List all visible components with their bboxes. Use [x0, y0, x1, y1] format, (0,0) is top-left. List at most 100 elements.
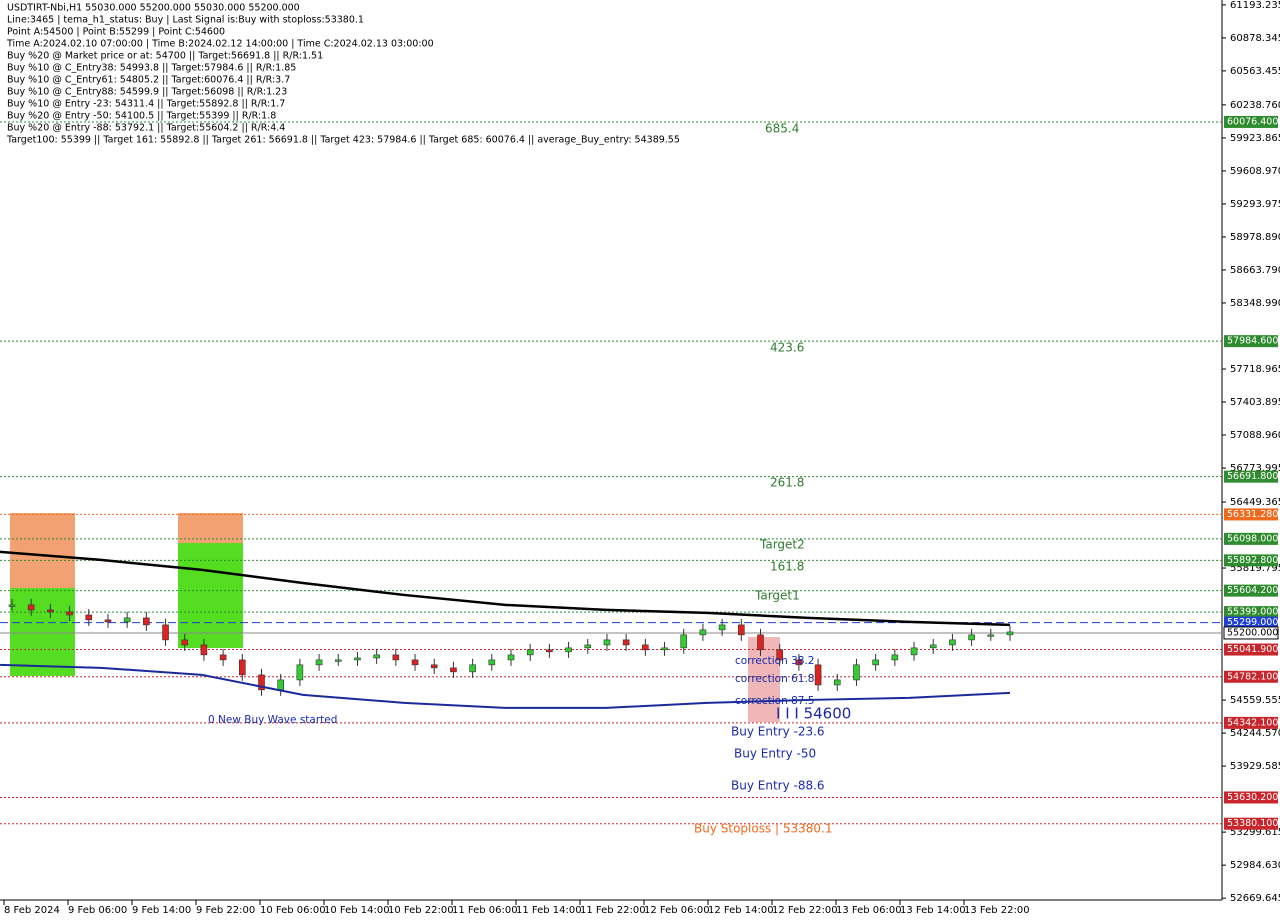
info-line: Buy %20 @ Entry -88: 53792.1 || Target:5…	[7, 123, 285, 134]
candle	[392, 654, 400, 661]
info-line: Buy %20 @ Market price or at: 54700 || T…	[7, 51, 323, 62]
annotation: Buy Entry -50	[734, 747, 816, 761]
x-tick-label: 8 Feb 2024	[4, 905, 60, 916]
level-label: 56691.800	[1227, 471, 1278, 482]
candle	[104, 619, 112, 623]
y-tick-label: 59293.975	[1230, 199, 1280, 210]
y-tick-label: 57403.895	[1230, 397, 1280, 408]
candle	[354, 657, 361, 661]
annotation: 261.8	[770, 476, 804, 490]
candle	[8, 604, 16, 607]
level-box	[1224, 606, 1278, 619]
x-tick-label: 9 Feb 22:00	[196, 905, 255, 916]
y-tick-label: 61193.235	[1230, 0, 1280, 11]
candle	[85, 614, 93, 621]
level-label: 56098.000	[1227, 533, 1278, 544]
candle	[833, 679, 841, 686]
zone	[10, 513, 75, 588]
x-tick-label: 11 Feb 14:00	[516, 905, 582, 916]
y-tick-label: 60238.760	[1230, 100, 1280, 111]
y-tick-label: 58348.990	[1230, 298, 1280, 309]
level-box	[1224, 554, 1278, 567]
annotation: Buy Stoploss | 53380.1	[694, 822, 833, 836]
x-tick-label: 9 Feb 14:00	[132, 905, 191, 916]
annotation: Buy Entry -23.6	[731, 725, 825, 739]
x-tick-label: 12 Feb 06:00	[644, 905, 710, 916]
candle	[373, 654, 380, 659]
annotation: 161.8	[770, 560, 804, 574]
candle	[162, 624, 169, 641]
candle	[757, 634, 764, 651]
info-line: USDTIRT-Nbi,H1 55030.000 55200.000 55030…	[7, 3, 300, 14]
x-tick-label: 9 Feb 06:00	[68, 905, 127, 916]
candle	[315, 659, 323, 666]
candle	[738, 624, 745, 636]
level-box	[1224, 616, 1278, 629]
candle	[123, 617, 131, 623]
candle	[853, 664, 860, 681]
x-tick-label: 13 Feb 06:00	[836, 905, 902, 916]
annotation: I I I 54600	[776, 705, 851, 723]
level-box	[1224, 817, 1278, 830]
level-box	[1224, 716, 1278, 729]
level-label: 53380.100	[1227, 818, 1278, 829]
x-tick-label: 10 Feb 14:00	[324, 905, 390, 916]
y-tick-label: 52669.645	[1230, 893, 1280, 904]
y-tick-label: 60563.455	[1230, 66, 1280, 77]
candle	[718, 624, 726, 631]
y-tick-label: 57718.965	[1230, 364, 1280, 375]
x-tick-label: 11 Feb 06:00	[452, 905, 518, 916]
candle	[1006, 631, 1014, 636]
level-box	[1224, 470, 1278, 483]
candle	[296, 664, 304, 681]
candle	[872, 659, 879, 666]
y-tick-label: 55819.795	[1230, 563, 1280, 574]
y-tick-label: 60878.345	[1230, 33, 1280, 44]
info-line: Buy %10 @ C_Entry38: 54993.8 || Target:5…	[7, 63, 296, 74]
info-line: Buy %10 @ C_Entry61: 54805.2 || Target:6…	[7, 75, 290, 86]
info-line: Point A:54500 | Point B:55299 | Point C:…	[7, 27, 225, 38]
info-line: Time A:2024.02.10 07:00:00 | Time B:2024…	[6, 39, 434, 50]
y-tick-label: 53299.615	[1230, 827, 1280, 838]
annotation: Buy Entry -88.6	[731, 779, 825, 793]
annotation: correction 61.8	[735, 673, 814, 685]
info-line: Buy %20 @ Entry -50: 54100.5 || Target:5…	[7, 111, 276, 122]
annotation: correction 87.5	[735, 695, 814, 707]
candle	[430, 664, 438, 669]
candle	[929, 644, 937, 649]
x-tick-label: 12 Feb 14:00	[708, 905, 774, 916]
candle	[47, 609, 54, 613]
y-tick-label: 54244.570	[1230, 728, 1280, 739]
y-tick-label: 59923.865	[1230, 133, 1280, 144]
candle	[968, 634, 975, 641]
zone	[748, 637, 780, 722]
y-tick-label: 58978.890	[1230, 232, 1280, 243]
candle	[546, 649, 553, 653]
x-tick-label: 12 Feb 22:00	[772, 905, 838, 916]
y-tick-label: 53929.585	[1230, 761, 1280, 772]
candle	[200, 644, 208, 656]
candle	[219, 654, 227, 661]
candle	[699, 629, 707, 636]
info-line: Buy %10 @ Entry -23: 54311.4 || Target:5…	[7, 99, 285, 110]
level-label: 53630.200	[1227, 792, 1278, 803]
candle	[584, 644, 592, 649]
candle	[277, 679, 284, 691]
candle	[181, 639, 189, 646]
candle	[661, 647, 668, 651]
level-label: 57984.600	[1227, 336, 1278, 347]
candle	[680, 634, 688, 649]
x-tick-label: 10 Feb 22:00	[388, 905, 454, 916]
zone	[178, 513, 243, 543]
info-line: Line:3465 | tema_h1_status: Buy | Last S…	[7, 15, 364, 26]
candle	[814, 664, 822, 686]
candle	[949, 639, 956, 646]
candle	[450, 667, 457, 673]
y-tick-label: 56449.365	[1230, 497, 1280, 508]
level-box	[1224, 335, 1278, 348]
info-line: Buy %10 @ C_Entry88: 54599.9 || Target:5…	[7, 87, 287, 98]
candle	[411, 659, 419, 666]
level-label: 55892.800	[1227, 555, 1278, 566]
